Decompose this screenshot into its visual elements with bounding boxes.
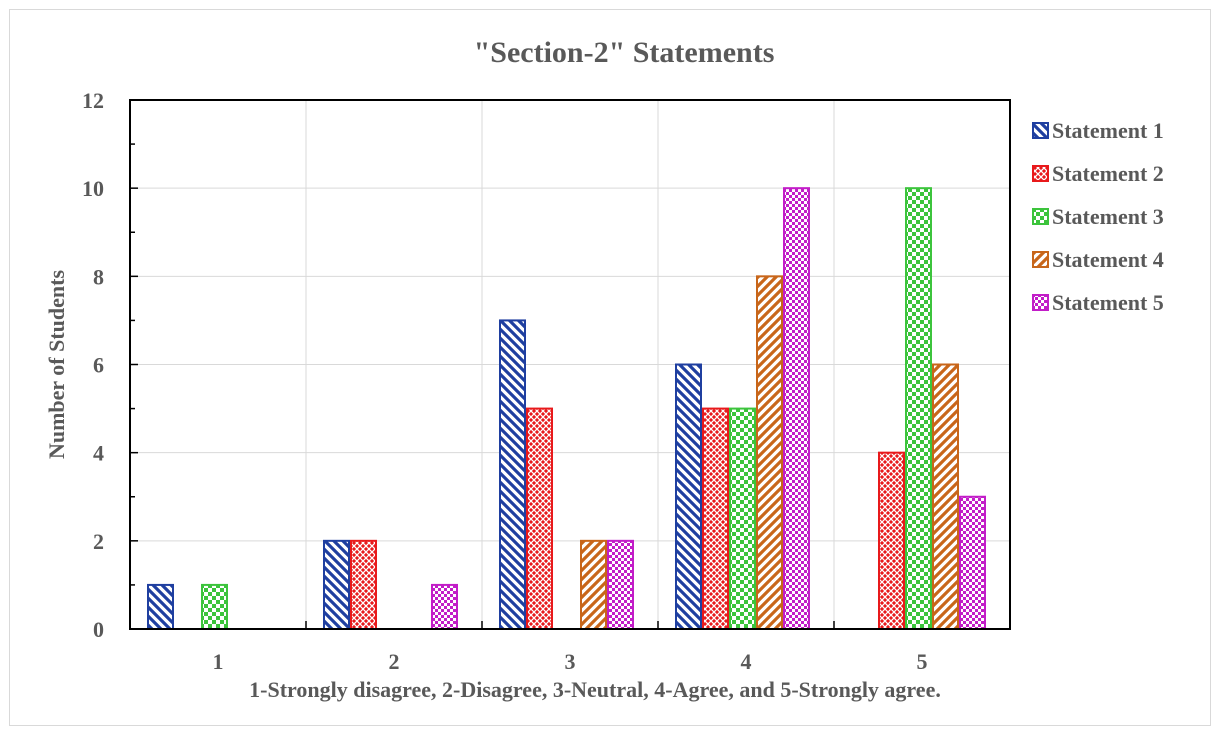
bar-statement-4-cat-5: [932, 363, 959, 630]
chart-title: "Section-2" Statements: [474, 36, 775, 69]
legend-label: Statement 4: [1052, 247, 1164, 272]
bar-statement-1-cat-1: [147, 583, 174, 631]
bar-statement-1-cat-3: [499, 319, 526, 630]
legend-label: Statement 3: [1052, 204, 1164, 229]
bar-statement-3-cat-5: [905, 187, 932, 631]
x-tick-label: 2: [389, 649, 400, 674]
y-tick-label: 0: [93, 617, 104, 642]
bar-statement-2-cat-5: [878, 451, 905, 630]
bar-statement-4-cat-4: [756, 275, 783, 630]
bars: [147, 187, 986, 631]
bar-statement-5-cat-5: [959, 495, 986, 630]
legend: Statement 1 Statement 2 Statement 3 Stateme…: [1032, 118, 1164, 315]
y-tick-label: 12: [82, 88, 104, 113]
legend-label: Statement 1: [1052, 118, 1164, 143]
legend-swatch: [1032, 165, 1049, 182]
legend-swatch: [1032, 294, 1049, 311]
bar-statement-5-cat-4: [783, 187, 810, 631]
y-tick-label: 4: [93, 441, 104, 466]
bar-statement-2-cat-4: [702, 407, 729, 631]
y-tick-label: 8: [93, 264, 104, 289]
bar-statement-4-cat-3: [580, 539, 607, 630]
x-tick-label: 1: [213, 649, 224, 674]
bar-statement-1-cat-4: [675, 363, 702, 630]
legend-label: Statement 5: [1052, 290, 1164, 315]
bar-statement-3-cat-4: [729, 407, 756, 631]
legend-label: Statement 2: [1052, 161, 1164, 186]
bar-statement-2-cat-3: [526, 407, 553, 631]
x-tick-label: 5: [917, 649, 928, 674]
x-tick-label: 3: [565, 649, 576, 674]
bar-statement-5-cat-2: [431, 583, 458, 631]
bar-statement-2-cat-2: [350, 539, 377, 630]
x-axis-label: 1-Strongly disagree, 2-Disagree, 3-Neutr…: [249, 677, 941, 702]
legend-swatch: [1032, 251, 1049, 268]
y-tick-label: 10: [82, 176, 104, 201]
bar-statement-5-cat-3: [607, 539, 634, 630]
y-tick-label: 2: [93, 529, 104, 554]
y-axis-label: Number of Students: [44, 270, 69, 460]
legend-swatch: [1032, 122, 1049, 139]
bar-statement-3-cat-1: [201, 583, 228, 631]
bar-statement-1-cat-2: [323, 539, 350, 630]
x-tick-label: 4: [741, 649, 752, 674]
y-tick-label: 6: [93, 353, 104, 378]
legend-swatch: [1032, 208, 1049, 225]
